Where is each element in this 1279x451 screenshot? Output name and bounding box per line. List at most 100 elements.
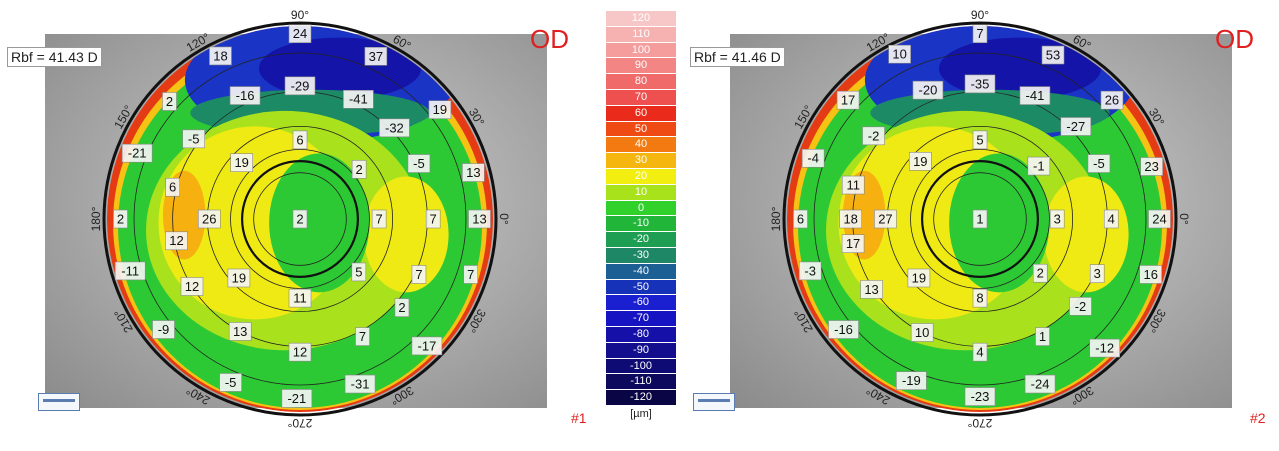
elevation-value-text: 53 xyxy=(1046,47,1060,62)
angle-label: 30° xyxy=(1146,106,1167,129)
device-logo xyxy=(693,393,735,411)
elevation-value-text: -2 xyxy=(1075,299,1087,314)
elevation-value-text: -19 xyxy=(902,373,921,388)
elevation-value-text: 6 xyxy=(169,180,176,195)
reference-ring xyxy=(230,149,370,289)
right-topography-map: 90° 60° 30° 0° 330° 300° 270° 240° 210° 180° 150° 1… xyxy=(690,0,1266,451)
elevation-value-text: 13 xyxy=(864,282,878,297)
elevation-value-text: -2 xyxy=(868,128,880,143)
elevation-value-text: 19 xyxy=(433,102,447,117)
device-logo xyxy=(38,393,80,411)
angle-label: 0° xyxy=(1177,213,1191,225)
elevation-value: 7 xyxy=(972,24,988,44)
elevation-value: 7 xyxy=(355,327,370,346)
elevation-value: -19 xyxy=(896,371,927,390)
elevation-value-text: -21 xyxy=(128,146,147,161)
elevation-value: 19 xyxy=(909,152,932,171)
elevation-value: 13 xyxy=(860,280,883,299)
elevation-value-text: 19 xyxy=(232,270,246,285)
elevation-value-text: -32 xyxy=(385,120,404,135)
corneal-map-left: 90°60°30°0°330°300°270°240°210°180°150°1… xyxy=(89,8,511,430)
angle-label: 60° xyxy=(391,32,414,53)
color-scale-step: 20 xyxy=(606,168,676,185)
elevation-value: 7 xyxy=(463,265,479,284)
elevation-value-text: 12 xyxy=(293,345,307,360)
elevation-value: -41 xyxy=(343,90,374,109)
elevation-value: 3 xyxy=(1049,209,1065,229)
elevation-value-text: 13 xyxy=(466,165,480,180)
elevation-value-text: -3 xyxy=(804,263,816,278)
rbf-readout: Rbf = 41.43 D xyxy=(7,47,102,67)
elevation-value-text: 7 xyxy=(359,329,366,344)
elevation-value-text: 23 xyxy=(1144,159,1158,174)
color-scale-step: 60 xyxy=(606,105,676,122)
color-scale-step: -100 xyxy=(606,358,676,375)
elevation-value-text: -41 xyxy=(349,92,368,107)
elevation-value-text: 16 xyxy=(1143,267,1157,282)
elevation-value: 11 xyxy=(841,175,865,195)
elevation-value-text: 12 xyxy=(185,279,199,294)
elevation-value: 19 xyxy=(428,100,452,119)
reference-ring xyxy=(933,172,1027,266)
elevation-value: 1 xyxy=(1035,327,1050,346)
elevation-value: -32 xyxy=(379,118,410,138)
elevation-value: 13 xyxy=(462,163,485,182)
elevation-value: 7 xyxy=(371,209,387,229)
image-number: #1 xyxy=(571,410,587,426)
color-scale-unit: [µm] xyxy=(630,407,652,420)
elevation-value-text: 13 xyxy=(233,324,247,339)
elevation-value-text: 8 xyxy=(976,291,983,306)
elevation-value-text: -16 xyxy=(834,322,853,337)
eye-label: OD xyxy=(530,24,569,54)
elevation-value-text: -31 xyxy=(351,376,370,391)
elevation-value: 18 xyxy=(209,46,232,66)
elevation-value-text: 6 xyxy=(296,132,303,147)
elevation-value: 3 xyxy=(1089,264,1105,283)
elevation-value: 5 xyxy=(351,262,367,282)
corneal-map-right: 90°60°30°0°330°300°270°240°210°180°150°1… xyxy=(769,8,1191,430)
elevation-value: 19 xyxy=(227,268,251,288)
elevation-value: 10 xyxy=(888,44,911,64)
elevation-value-text: 18 xyxy=(213,48,227,63)
elevation-value: 12 xyxy=(288,342,312,362)
elevation-value-text: -21 xyxy=(287,391,306,406)
color-scale-step: 90 xyxy=(606,58,676,75)
color-scale-step: 80 xyxy=(606,74,676,90)
elevation-value-text: 19 xyxy=(234,155,248,170)
elevation-value-text: 27 xyxy=(878,211,892,226)
elevation-value-text: 7 xyxy=(467,267,474,282)
elevation-value: 19 xyxy=(230,153,253,172)
elevation-value: -21 xyxy=(121,143,153,163)
elevation-value: -21 xyxy=(281,389,313,408)
pupil-outline xyxy=(241,160,360,279)
elevation-value-text: 13 xyxy=(472,211,486,226)
elevation-value: 10 xyxy=(910,323,934,342)
elevation-value: 4 xyxy=(1103,209,1119,229)
left-topography-map: 90° 60° 30° 0° 330° 300° 270° 240° 210° 180° 150° 1… xyxy=(0,0,587,451)
elevation-value-text: -23 xyxy=(971,389,990,404)
elevation-value: 17 xyxy=(836,90,860,110)
elevation-value: 6 xyxy=(292,130,308,150)
elevation-value: 4 xyxy=(972,342,988,362)
color-scale-step: -10 xyxy=(606,216,676,233)
elevation-value-text: -5 xyxy=(1093,156,1105,171)
elevation-value-text: 26 xyxy=(1105,93,1119,108)
elevation-value: 2 xyxy=(351,160,367,179)
elevation-value: -9 xyxy=(152,320,175,339)
elevation-value-text: -4 xyxy=(807,151,819,166)
elevation-value: -3 xyxy=(798,261,822,281)
color-scale-step: -120 xyxy=(606,390,676,406)
color-scale-step: 10 xyxy=(606,184,676,201)
elevation-value: -2 xyxy=(1069,297,1092,316)
elevation-value: -11 xyxy=(114,261,146,281)
elevation-value-text: 2 xyxy=(398,300,405,315)
color-scale-step: -110 xyxy=(606,374,676,391)
elevation-value-text: 11 xyxy=(293,291,307,306)
elevation-value: 2 xyxy=(394,298,410,317)
angle-label: 90° xyxy=(971,8,989,22)
elevation-value-text: 18 xyxy=(843,211,857,226)
elevation-value-text: 7 xyxy=(415,267,422,282)
elevation-value-text: 10 xyxy=(915,325,929,340)
pupil-outline xyxy=(921,160,1040,279)
color-scale-step: -40 xyxy=(606,263,676,280)
